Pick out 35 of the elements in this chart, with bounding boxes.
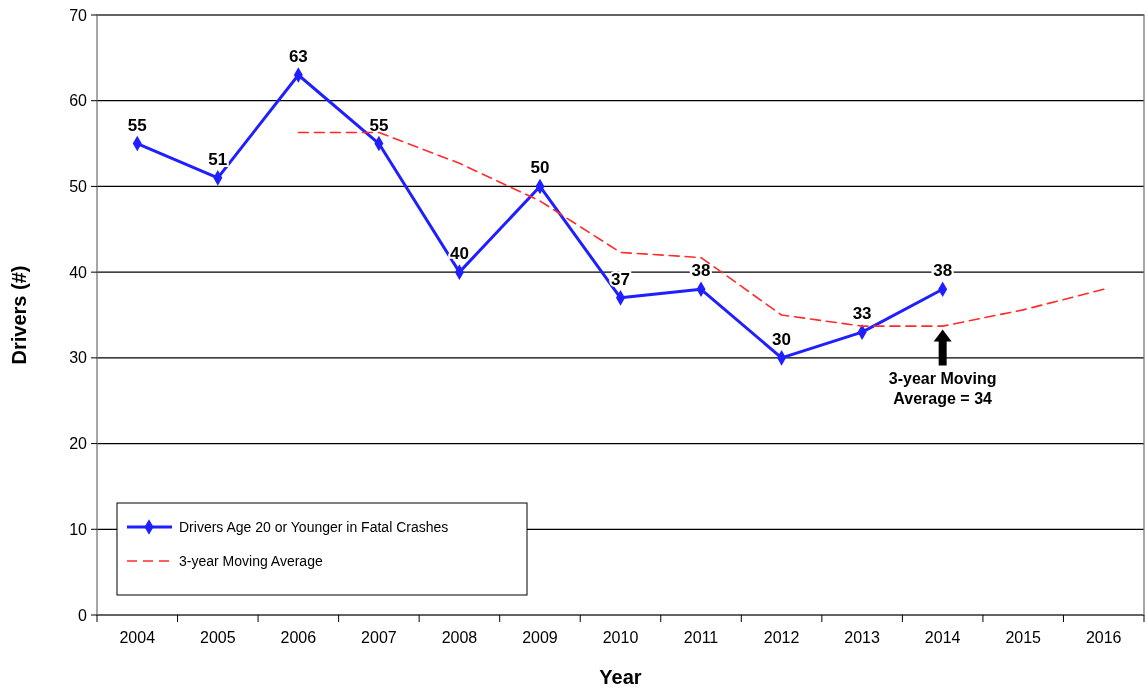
x-tick-label: 2008 (441, 629, 478, 646)
x-tick-label: 2014 (924, 629, 961, 646)
legend-label: 3-year Moving Average (179, 552, 323, 569)
y-axis-title: Drivers (#) (8, 265, 30, 365)
data-label: 30 (772, 329, 792, 349)
data-label: 55 (369, 115, 389, 135)
y-tick-label: 40 (69, 263, 88, 281)
y-tick-label: 50 (69, 178, 88, 196)
y-tick-label: 30 (69, 349, 88, 367)
data-label: 55 (127, 115, 147, 135)
x-tick-label: 2005 (200, 629, 236, 646)
x-tick-label: 2007 (361, 629, 397, 646)
data-label: 51 (208, 149, 228, 169)
data-label: 33 (852, 304, 872, 324)
y-tick-label: 70 (69, 6, 88, 24)
data-label: 50 (530, 158, 550, 178)
x-tick-label: 2012 (763, 629, 800, 646)
data-label: 40 (449, 244, 469, 264)
data-label: 63 (288, 47, 308, 66)
legend-label: Drivers Age 20 or Younger in Fatal Crashes (179, 518, 449, 535)
y-tick-label: 20 (69, 435, 88, 453)
y-tick-label: 60 (69, 92, 88, 110)
x-tick-label: 2013 (844, 629, 881, 646)
x-tick-label: 2004 (119, 629, 156, 646)
x-tick-label: 2015 (1005, 629, 1042, 646)
y-tick-label: 0 (78, 606, 88, 624)
annotation: 3-year Moving Average = 34 (888, 369, 997, 407)
x-tick-label: 2009 (522, 629, 558, 646)
y-tick-label: 10 (69, 520, 88, 538)
x-axis-title: Year (599, 666, 642, 688)
x-tick-label: 2016 (1085, 629, 1122, 646)
x-tick-label: 2011 (683, 629, 719, 646)
x-tick-label: 2006 (280, 629, 317, 646)
data-label: 37 (611, 269, 630, 289)
x-tick-label: 2010 (602, 629, 639, 646)
